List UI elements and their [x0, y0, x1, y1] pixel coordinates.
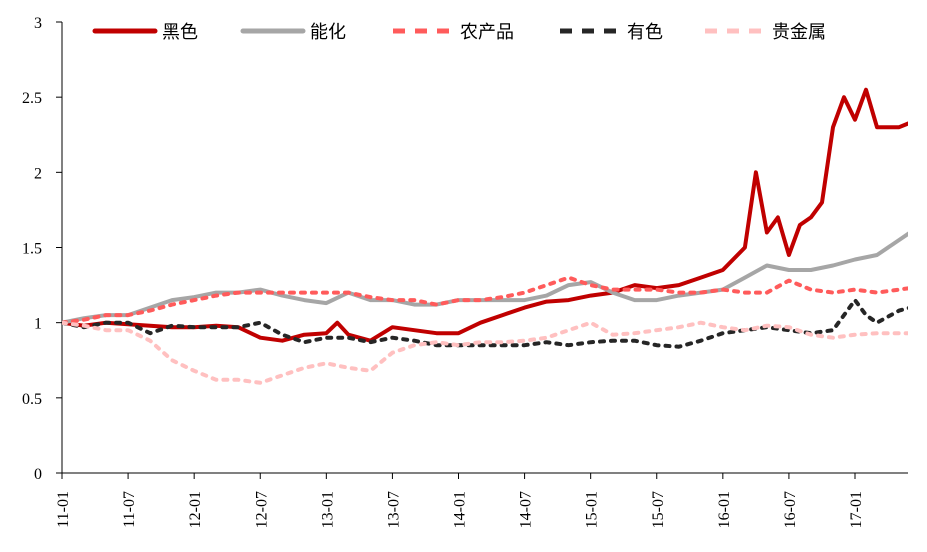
x-tick-label: 11-01 [55, 491, 72, 528]
x-tick-label: 13-07 [385, 491, 402, 528]
legend-label-4: 有色 [627, 22, 663, 43]
legend-label-5: 贵金属 [772, 22, 826, 43]
series-line-2 [62, 231, 908, 325]
x-tick-label: 11-07 [121, 491, 138, 528]
y-tick-label: 0 [34, 466, 42, 483]
legend-label-2: 能化 [310, 22, 346, 43]
y-tick-label: 3 [34, 15, 42, 32]
y-tick-label: 0.5 [22, 391, 42, 408]
axes: 0 0.5 1 1.5 2 2.5 3 11-01 11-07 12-01 12-07 13-01 13… [22, 15, 908, 528]
y-tick-label: 1 [34, 316, 42, 333]
x-tick-label: 15-01 [584, 491, 601, 528]
x-tick-label: 12-07 [253, 491, 270, 528]
series-line-5 [62, 320, 908, 385]
x-tick-label: 14-01 [452, 491, 469, 528]
y-tick-label: 1.5 [22, 241, 42, 258]
x-tick-label: 14-07 [518, 491, 535, 528]
series-lines [62, 87, 908, 385]
legend-label-3: 农产品 [460, 22, 514, 43]
y-tick-label: 2.5 [22, 90, 42, 107]
x-tick-label: 12-01 [187, 491, 204, 528]
x-tick-label: 13-01 [319, 491, 336, 528]
y-tick-label: 2 [34, 165, 42, 182]
legend-label-1: 黑色 [162, 22, 198, 43]
series-line-1 [62, 87, 908, 343]
x-tick-label: 17-01 [848, 491, 865, 528]
series-line-3 [62, 275, 908, 325]
legend: 黑色 能化 农产品 有色 贵金属 [92, 22, 826, 43]
series-line-4 [62, 298, 908, 349]
x-tick-label: 16-07 [782, 491, 799, 528]
x-tick-label: 15-07 [650, 491, 667, 528]
x-tick-label: 16-01 [716, 491, 733, 528]
